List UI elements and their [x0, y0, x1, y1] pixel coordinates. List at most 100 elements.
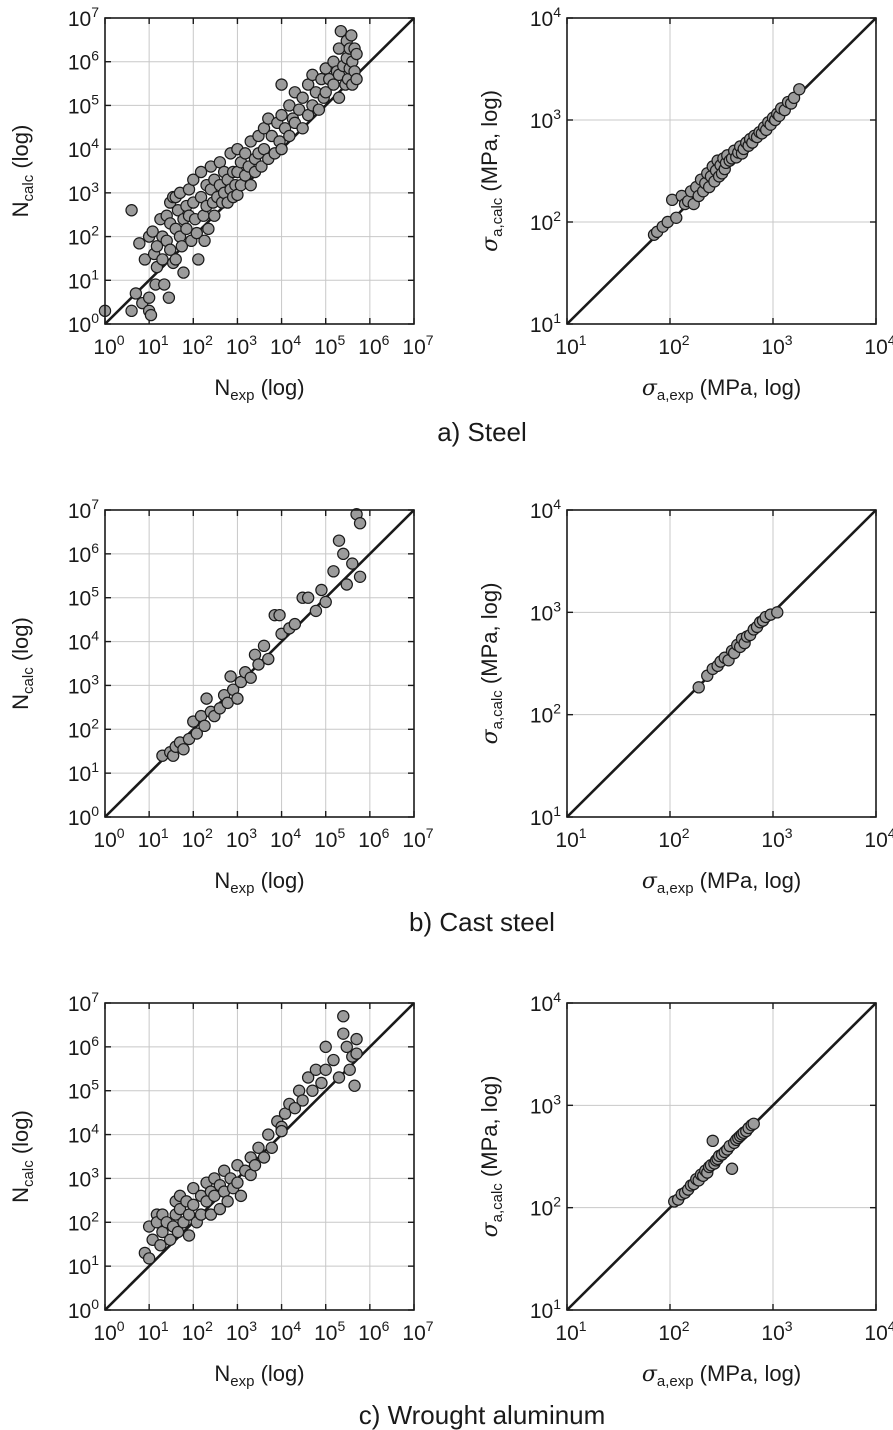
y-tick-label: 102 [530, 208, 561, 235]
x-tick-label: 101 [138, 1318, 169, 1345]
y-tick-base: 10 [68, 139, 91, 162]
x-axis-label-unit: (MPa, log) [694, 1361, 802, 1386]
x-tick-label: 107 [402, 332, 433, 359]
y-axis-label-subscript: a,calc [489, 690, 506, 730]
y-axis-label-subscript: a,calc [489, 1183, 506, 1223]
data-point [169, 253, 182, 266]
x-tick-exponent: 4 [888, 1318, 893, 1334]
x-tick-base: 10 [658, 1322, 681, 1345]
x-tick-base: 10 [864, 829, 887, 852]
y-tick-base: 10 [68, 8, 91, 31]
x-axis-label: Nexp (log) [214, 868, 304, 897]
x-tick-exponent: 4 [293, 1318, 301, 1334]
y-axis-label-symbol: σ [478, 728, 503, 744]
x-tick-exponent: 6 [382, 332, 390, 348]
data-point [275, 78, 288, 91]
x-axis-label-symbol: N [214, 375, 230, 400]
y-tick-exponent: 4 [91, 628, 99, 644]
data-point [315, 583, 328, 597]
data-point [296, 1094, 309, 1107]
y-tick-exponent: 6 [91, 540, 99, 556]
y-axis-label: Ncalc (log) [8, 617, 37, 710]
data-point [262, 652, 275, 666]
x-tick-exponent: 3 [249, 1318, 257, 1334]
x-tick-exponent: 7 [426, 1318, 434, 1334]
data-point [182, 1229, 196, 1242]
y-tick-exponent: 1 [91, 266, 99, 282]
x-tick-base: 10 [270, 336, 293, 359]
x-tick-base: 10 [658, 336, 681, 359]
data-point [340, 1040, 353, 1054]
data-point [202, 222, 215, 236]
x-tick-base: 10 [93, 336, 116, 359]
data-point [334, 24, 348, 38]
data-point [252, 1141, 265, 1154]
x-tick-exponent: 4 [888, 332, 893, 348]
y-tick-base: 10 [68, 95, 91, 118]
x-tick-base: 10 [138, 1322, 161, 1345]
data-point [309, 604, 323, 618]
data-point [192, 253, 205, 266]
x-tick-label: 105 [314, 332, 345, 359]
y-tick-base: 10 [68, 1300, 91, 1323]
y-tick-label: 101 [530, 1296, 561, 1323]
x-tick-exponent: 6 [382, 1318, 390, 1334]
y-tick-exponent: 3 [553, 1091, 561, 1107]
x-tick-label: 103 [761, 332, 792, 359]
x-tick-label: 103 [761, 825, 792, 852]
data-point [158, 278, 171, 291]
x-tick-base: 10 [402, 1322, 425, 1345]
x-tick-label: 107 [402, 825, 433, 852]
y-tick-exponent: 1 [91, 759, 99, 775]
x-axis-label-unit: (log) [254, 375, 304, 400]
y-tick-exponent: 4 [553, 989, 561, 1005]
y-tick-base: 10 [530, 705, 553, 728]
data-point [340, 578, 353, 591]
data-point [187, 1198, 200, 1212]
data-point [180, 222, 193, 236]
y-axis-label-unit: (log) [8, 617, 33, 667]
y-tick-base: 10 [68, 1256, 91, 1279]
x-axis-label-symbol: N [214, 1361, 230, 1386]
data-point [350, 72, 363, 86]
y-tick-base: 10 [68, 763, 91, 786]
x-axis-label-symbol: N [214, 868, 230, 893]
data-point [257, 639, 271, 653]
data-point [239, 147, 252, 160]
y-tick-label: 106 [68, 540, 99, 567]
y-tick-label: 102 [68, 715, 99, 742]
data-point [319, 595, 332, 609]
y-tick-label: 102 [530, 1194, 561, 1221]
y-tick-exponent: 1 [553, 803, 561, 819]
y-tick-exponent: 5 [91, 91, 99, 107]
data-point [231, 692, 244, 705]
data-point [319, 1063, 332, 1076]
x-axis-label: Nexp (log) [214, 375, 304, 404]
x-tick-exponent: 2 [205, 1318, 213, 1334]
plot-frame [566, 509, 877, 818]
data-point [725, 1162, 739, 1175]
x-tick-base: 10 [226, 829, 249, 852]
y-axis-label-symbol: σ [478, 1221, 503, 1237]
y-tick-label: 104 [530, 4, 561, 31]
y-tick-label: 103 [68, 671, 99, 698]
y-tick-base: 10 [530, 8, 553, 31]
y-tick-label: 104 [68, 1121, 99, 1148]
x-tick-label: 102 [182, 825, 213, 852]
data-point [296, 122, 309, 135]
data-point [350, 47, 363, 61]
data-point [296, 91, 309, 104]
data-point [175, 240, 189, 253]
x-tick-exponent: 1 [161, 825, 169, 841]
x-tick-base: 10 [864, 336, 887, 359]
y-tick-label: 101 [68, 759, 99, 786]
y-tick-label: 102 [68, 1208, 99, 1235]
plot-frame [104, 1002, 415, 1311]
data-point [706, 1134, 719, 1148]
y-tick-label: 105 [68, 91, 99, 118]
data-point [332, 534, 346, 547]
x-tick-exponent: 3 [785, 1318, 793, 1334]
data-point [129, 287, 143, 300]
x-tick-label: 101 [138, 332, 169, 359]
